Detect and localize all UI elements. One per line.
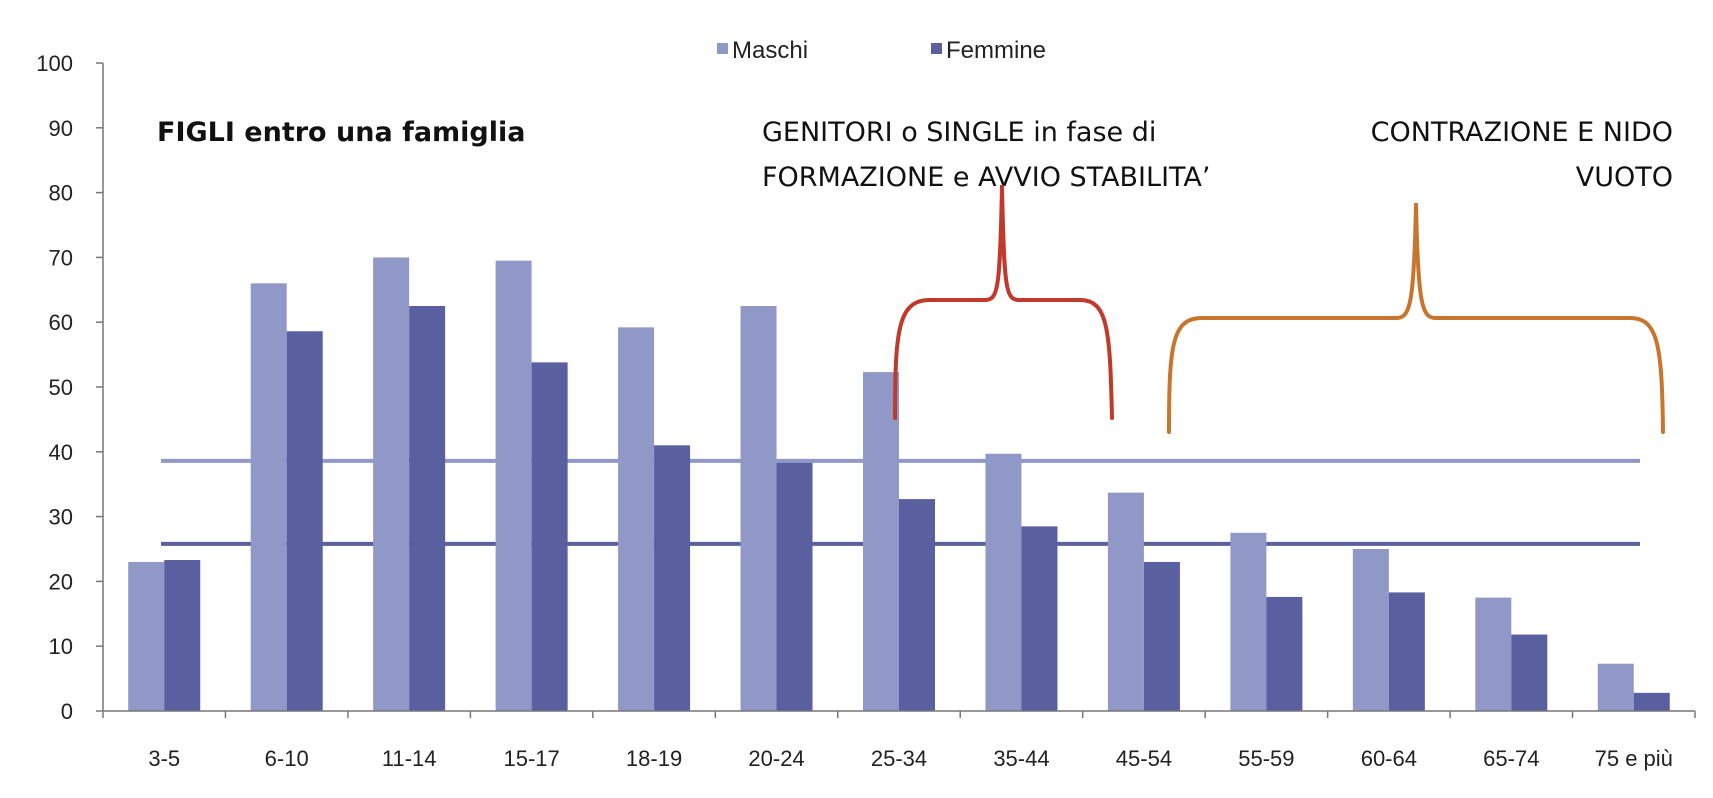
annotation-contrazione-line2: VUOTO <box>1576 162 1673 193</box>
bar-maschi <box>373 257 410 711</box>
bar-maschi <box>495 260 532 711</box>
x-tick-label: 60-64 <box>1361 746 1417 771</box>
bar-femmine <box>1388 592 1425 711</box>
annotation-genitori-line2: FORMAZIONE e AVVIO STABILITA’ <box>762 162 1210 193</box>
x-tick-label: 3-5 <box>148 746 180 771</box>
bar-maschi <box>1597 663 1634 711</box>
legend-label-femmine: Femmine <box>946 37 1046 64</box>
y-tick-label: 50 <box>49 375 73 400</box>
bar-femmine <box>1021 526 1058 711</box>
x-tick-label: 6-10 <box>265 746 309 771</box>
x-tick-label: 11-14 <box>382 746 437 771</box>
bar-femmine <box>531 362 568 711</box>
bar-maschi <box>1107 492 1144 711</box>
annotations: FIGLI entro una famiglia GENITORI o SING… <box>157 117 1673 193</box>
y-tick-label: 0 <box>61 699 73 724</box>
x-tick-label: 55-59 <box>1238 746 1294 771</box>
bar-femmine <box>286 331 323 711</box>
y-tick-label: 10 <box>49 634 73 659</box>
bar-femmine <box>1511 634 1548 711</box>
bar-femmine <box>776 462 813 711</box>
x-tick-label: 45-54 <box>1116 746 1172 771</box>
axes <box>96 62 1696 718</box>
legend-swatch-maschi <box>717 43 728 54</box>
annotation-figli: FIGLI entro una famiglia <box>157 117 525 148</box>
bar-maschi <box>618 327 655 711</box>
red-brace <box>893 184 1114 420</box>
legend: Maschi Femmine <box>717 37 1046 64</box>
bars <box>128 257 1670 711</box>
bar-femmine <box>1143 561 1180 711</box>
bar-maschi <box>863 372 899 711</box>
bar-femmine <box>654 445 691 711</box>
annotation-contrazione-line1: CONTRAZIONE E NIDO <box>1371 117 1673 148</box>
bar-maschi <box>740 306 777 711</box>
bar-femmine <box>1633 692 1670 711</box>
x-tick-label: 65-74 <box>1483 746 1539 771</box>
x-tick-label: 25-34 <box>871 746 927 771</box>
y-tick-label: 40 <box>49 440 73 465</box>
bar-maschi <box>1475 597 1512 711</box>
y-tick-labels: 0 10 20 30 40 50 60 70 80 90 100 <box>36 51 73 724</box>
x-tick-label: 20-24 <box>748 746 804 771</box>
y-tick-label: 30 <box>49 505 73 530</box>
bar-femmine <box>164 560 201 711</box>
x-tick-label: 18-19 <box>626 746 682 771</box>
orange-brace <box>1167 202 1665 434</box>
y-tick-label: 100 <box>36 51 73 76</box>
bar-femmine <box>409 306 446 711</box>
y-tick-label: 80 <box>49 181 73 206</box>
bar-maschi <box>1352 549 1389 711</box>
x-tick-label: 15-17 <box>503 746 559 771</box>
bar-femmine <box>899 499 935 711</box>
x-tick-label: 35-44 <box>993 746 1049 771</box>
bar-maschi <box>985 453 1022 711</box>
y-tick-label: 60 <box>49 310 73 335</box>
legend-swatch-femmine <box>931 43 942 54</box>
x-tick-labels: 3-5 6-10 11-14 15-17 18-19 20-24 25-34 35-44 45-… <box>148 746 1673 771</box>
bar-maschi <box>128 561 165 711</box>
bar-maschi <box>1230 532 1267 711</box>
annotation-genitori-line1: GENITORI o SINGLE in fase di <box>762 117 1156 148</box>
y-tick-label: 70 <box>49 245 73 270</box>
bar-maschi <box>250 283 287 711</box>
y-tick-label: 90 <box>49 116 73 141</box>
legend-label-maschi: Maschi <box>732 37 808 64</box>
x-tick-label: 75 e più <box>1595 746 1673 771</box>
bar-femmine <box>1266 596 1303 711</box>
y-tick-label: 20 <box>49 569 73 594</box>
